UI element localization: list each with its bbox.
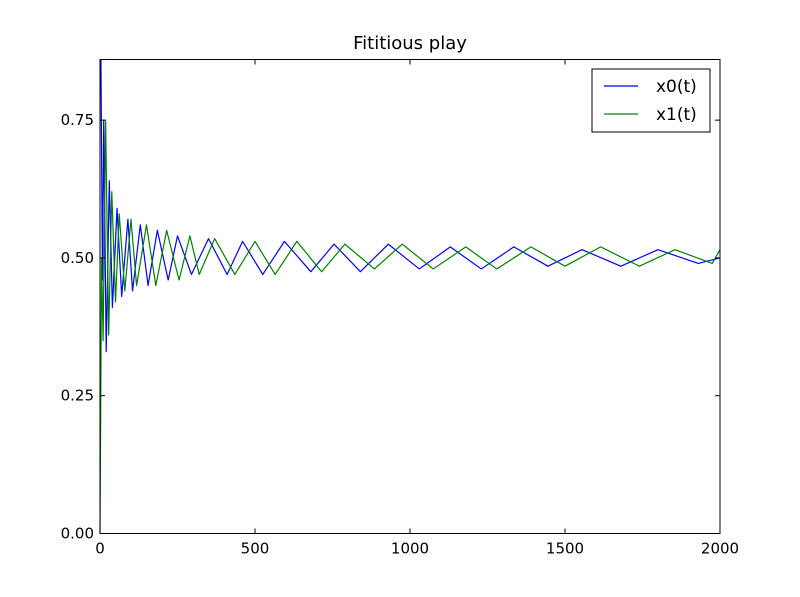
x-tick-label: 2000	[701, 540, 739, 558]
series-layer	[99, 58, 721, 534]
series-line-0	[99, 58, 721, 353]
legend-label-1: x1(t)	[656, 105, 697, 125]
y-tick-label: 0.00	[61, 525, 94, 543]
x-tick-label: 500	[241, 540, 270, 558]
y-tick-label: 0.75	[61, 111, 94, 129]
y-tick-label: 0.50	[61, 249, 94, 267]
series-line-1	[99, 119, 721, 534]
y-tick-label: 0.25	[61, 387, 94, 405]
chart-title: Fititious play	[353, 33, 467, 54]
x-tick-label: 1000	[391, 540, 429, 558]
x-tick-label: 0	[95, 540, 105, 558]
legend-label-0: x0(t)	[656, 77, 697, 97]
legend-box	[591, 68, 711, 133]
ticks-layer: 0 500 1000 1500 2000 0.00 0.25 0.50 0.75	[61, 59, 739, 558]
x-tick-label: 1500	[546, 540, 584, 558]
legend: x0(t) x1(t)	[591, 68, 711, 133]
